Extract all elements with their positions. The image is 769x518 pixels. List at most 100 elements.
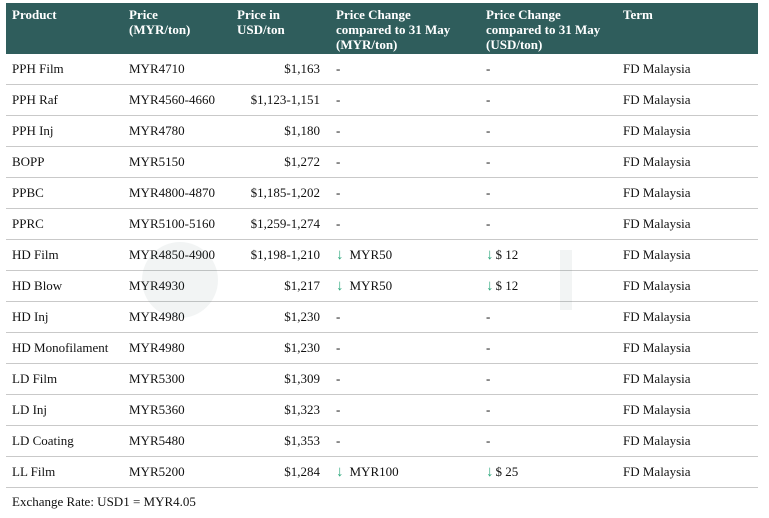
cell-change-myr: - [330, 363, 480, 395]
cell-change-myr-text: MYR50 [349, 246, 393, 262]
col-header-price-usd: Price in USD/ton [231, 3, 330, 54]
cell-price-usd: $1,230 [231, 332, 330, 364]
cell-price-usd: $1,353 [231, 425, 330, 457]
cell-term-text: FD Malaysia [623, 247, 691, 262]
cell-change-myr: ↓ MYR50 [330, 270, 480, 302]
table-row: LL Film MYR5200 $1,284 ↓ MYR100 ↓ $ 25 FD Malay… [6, 456, 758, 488]
cell-price-myr: MYR4930 [123, 270, 231, 302]
cell-price-myr-text: MYR4710 [129, 61, 185, 76]
cell-product: BOPP [6, 146, 123, 178]
cell-term: FD Malaysia [617, 208, 758, 240]
col-header-term: Term [617, 3, 758, 54]
cell-product: PPBC [6, 177, 123, 209]
cell-term: FD Malaysia [617, 54, 758, 85]
cell-term: FD Malaysia [617, 425, 758, 457]
cell-price-myr: MYR5360 [123, 394, 231, 426]
cell-term: FD Malaysia [617, 84, 758, 116]
cell-price-usd: $1,185-1,202 [231, 177, 330, 209]
cell-change-usd: - [480, 208, 617, 240]
table-row: LD Inj MYR5360 $1,323 - - FD Malaysia [6, 394, 758, 426]
cell-term: FD Malaysia [617, 363, 758, 395]
table-row: PPH Inj MYR4780 $1,180 - - FD Malaysia [6, 115, 758, 147]
down-arrow-icon: ↓ [486, 463, 494, 480]
table-row: HD Monofilament MYR4980 $1,230 - - FD Malaysi… [6, 332, 758, 364]
cell-change-myr: ↓ MYR50 [330, 239, 480, 271]
cell-change-usd: ↓ $ 25 [480, 456, 617, 488]
cell-term-text: FD Malaysia [623, 309, 691, 324]
cell-term-text: FD Malaysia [623, 61, 691, 76]
cell-price-myr-text: MYR4780 [129, 123, 185, 138]
col-header-change-usd: Price Change compared to 31 May (USD/ton) [480, 3, 617, 54]
cell-change-myr: - [330, 115, 480, 147]
cell-price-myr-text: MYR5100-5160 [129, 216, 215, 231]
cell-change-usd-text: - [486, 309, 491, 324]
cell-change-usd: - [480, 394, 617, 426]
cell-product-text: LL Film [12, 464, 56, 479]
cell-price-myr-text: MYR5360 [129, 402, 185, 417]
cell-change-myr: - [330, 208, 480, 240]
cell-price-myr: MYR4980 [123, 301, 231, 333]
cell-change-myr-text: MYR50 [349, 277, 393, 293]
cell-product-text: HD Blow [12, 278, 63, 293]
cell-product-text: HD Monofilament [12, 340, 109, 355]
cell-price-myr: MYR5100-5160 [123, 208, 231, 240]
cell-price-usd: $1,323 [231, 394, 330, 426]
cell-change-usd-text: - [486, 340, 491, 355]
cell-term: FD Malaysia [617, 394, 758, 426]
cell-product: PPH Raf [6, 84, 123, 116]
cell-term: FD Malaysia [617, 270, 758, 302]
cell-price-myr-text: MYR4850-4900 [129, 247, 215, 262]
cell-change-usd: - [480, 146, 617, 178]
cell-term-text: FD Malaysia [623, 464, 691, 479]
cell-change-myr-text: - [336, 309, 341, 324]
cell-price-usd: $1,123-1,151 [231, 84, 330, 116]
cell-price-myr: MYR5300 [123, 363, 231, 395]
cell-change-usd: - [480, 332, 617, 364]
cell-change-usd: - [480, 301, 617, 333]
cell-change-usd-text: - [486, 123, 491, 138]
cell-price-myr-text: MYR5300 [129, 371, 185, 386]
cell-change-myr: - [330, 394, 480, 426]
cell-product-text: LD Coating [12, 433, 74, 448]
cell-price-myr-text: MYR4930 [129, 278, 185, 293]
table-header: Product Price (MYR/ton) Price in USD/ton P… [6, 3, 758, 54]
cell-product: PPH Inj [6, 115, 123, 147]
cell-price-usd-text: $1,180 [284, 123, 320, 138]
cell-price-usd-text: $1,185-1,202 [250, 185, 320, 200]
table-row: PPRC MYR5100-5160 $1,259-1,274 - - FD Malaysi… [6, 208, 758, 240]
down-arrow-icon: ↓ [486, 246, 494, 263]
cell-term-text: FD Malaysia [623, 278, 691, 293]
cell-term-text: FD Malaysia [623, 402, 691, 417]
cell-change-usd: - [480, 363, 617, 395]
cell-change-myr-text: - [336, 402, 341, 417]
cell-price-usd-text: $1,259-1,274 [250, 216, 320, 231]
cell-product-text: PPBC [12, 185, 44, 200]
cell-price-myr: MYR5480 [123, 425, 231, 457]
cell-change-myr-text: - [336, 154, 341, 169]
cell-product: LL Film [6, 456, 123, 488]
cell-product: HD Monofilament [6, 332, 123, 364]
cell-price-myr-text: MYR4980 [129, 340, 185, 355]
cell-change-usd-text: $ 12 [495, 277, 519, 293]
cell-product-text: BOPP [12, 154, 45, 169]
cell-price-myr: MYR4850-4900 [123, 239, 231, 271]
cell-price-usd: $1,259-1,274 [231, 208, 330, 240]
table-row: HD Blow MYR4930 $1,217 ↓ MYR50 ↓ $ 12 FD Malays… [6, 270, 758, 302]
cell-term-text: FD Malaysia [623, 340, 691, 355]
cell-term-text: FD Malaysia [623, 371, 691, 386]
cell-change-myr: - [330, 84, 480, 116]
cell-change-usd: - [480, 54, 617, 85]
cell-product-text: HD Film [12, 247, 59, 262]
cell-product-text: PPH Inj [12, 123, 54, 138]
cell-term-text: FD Malaysia [623, 433, 691, 448]
cell-price-myr-text: MYR5480 [129, 433, 185, 448]
cell-change-myr: - [330, 425, 480, 457]
cell-product-text: PPH Film [12, 61, 64, 76]
cell-price-usd-text: $1,230 [284, 309, 320, 324]
cell-change-usd: - [480, 115, 617, 147]
cell-price-myr: MYR5200 [123, 456, 231, 488]
cell-price-usd: $1,309 [231, 363, 330, 395]
cell-price-usd: $1,198-1,210 [231, 239, 330, 271]
cell-term-text: FD Malaysia [623, 123, 691, 138]
cell-change-usd-text: - [486, 61, 491, 76]
